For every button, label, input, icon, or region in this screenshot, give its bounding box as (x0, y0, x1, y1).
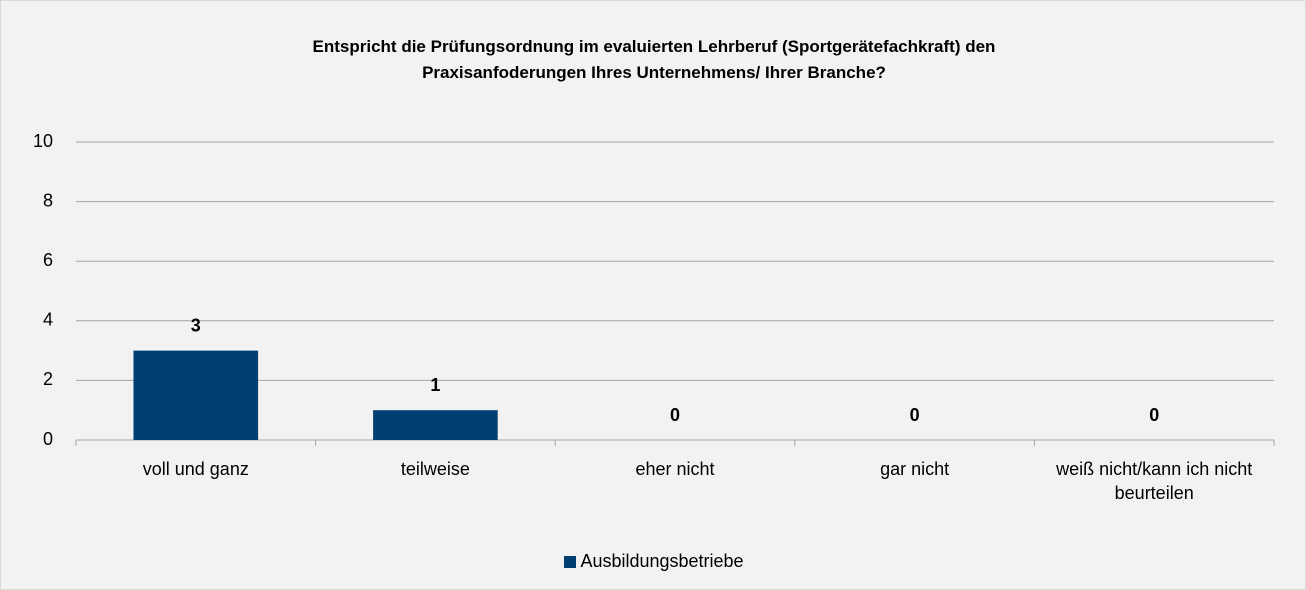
x-tick-label: teilweise (400, 459, 470, 479)
y-tick-label: 2 (43, 369, 53, 389)
y-tick-label: 10 (33, 131, 53, 151)
legend-label: Ausbildungsbetriebe (580, 551, 744, 571)
chart-title: Entspricht die Prüfungsordnung im evalui… (312, 37, 996, 82)
legend-swatch (564, 556, 577, 568)
chart-title-box: Entspricht die Prüfungsordnung im evalui… (1, 34, 1305, 86)
data-label: 0 (1149, 405, 1159, 425)
x-tick-label: eher nicht (635, 459, 715, 479)
x-tick-label: weiß nicht/kann ich nicht beurteilen (1056, 459, 1253, 503)
data-label: 1 (430, 375, 440, 395)
data-label: 0 (910, 405, 920, 425)
y-tick-label: 0 (43, 429, 53, 449)
y-tick-label: 6 (43, 250, 53, 270)
bar (373, 410, 498, 440)
y-tick-label: 4 (43, 310, 53, 330)
x-tick-label: gar nicht (880, 459, 950, 479)
data-label: 0 (670, 405, 680, 425)
data-label: 3 (191, 315, 201, 335)
legend: Ausbildungsbetriebe (1, 551, 1305, 572)
x-tick-label: voll und ganz (142, 459, 249, 479)
y-tick-label: 8 (43, 190, 53, 210)
bar (133, 350, 259, 440)
